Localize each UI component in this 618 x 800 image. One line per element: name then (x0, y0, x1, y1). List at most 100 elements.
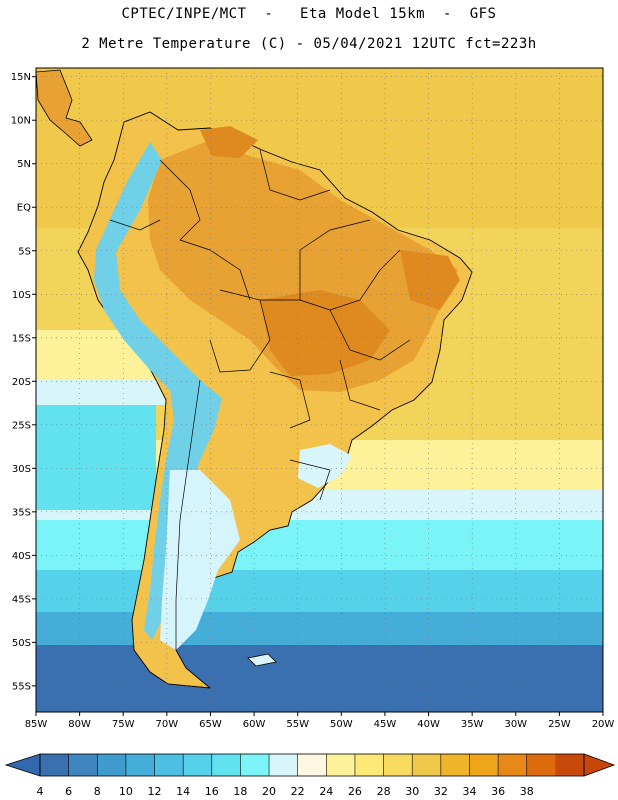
colorbar-label: 12 (148, 785, 162, 798)
lat-label: 10S (12, 290, 31, 301)
colorbar-swatch (326, 754, 356, 776)
colorbar-label: 36 (491, 785, 505, 798)
colorbar-swatch (412, 754, 442, 776)
lat-label: EQ (17, 203, 31, 214)
colorbar-swatch (297, 754, 327, 776)
colorbar-label: 10 (119, 785, 133, 798)
lat-label: 5N (17, 159, 31, 170)
map-field (36, 68, 603, 712)
colorbar-arrow-low (4, 753, 41, 777)
central-america-land (36, 69, 93, 147)
colorbar-swatch (383, 754, 413, 776)
lon-label: 20W (592, 719, 615, 730)
border-brazil-states-1 (299, 249, 401, 311)
lon-label: 40W (417, 719, 440, 730)
colorbar-swatch (68, 754, 98, 776)
border-brazil-west (260, 219, 371, 301)
colorbar-swatch (154, 754, 184, 776)
lon-label: 30W (504, 719, 527, 730)
brazil-central-hot (260, 290, 390, 376)
border-bolivia (209, 289, 271, 373)
colorbar-swatch (240, 754, 270, 776)
lon-label: 45W (374, 719, 397, 730)
colorbar-swatch (211, 754, 241, 776)
colorbar-label: 22 (291, 785, 305, 798)
lat-label: 40S (12, 551, 31, 562)
colorbar-arrow-high (583, 753, 616, 777)
lon-label: 60W (243, 719, 266, 730)
colorbar (4, 753, 616, 777)
border-guianas (259, 149, 331, 201)
ocean-cool-band (36, 570, 603, 620)
colorbar-swatch (440, 754, 470, 776)
colorbar-swatch (125, 754, 155, 776)
lon-label: 50W (330, 719, 353, 730)
border-uruguay (289, 459, 331, 501)
colorbar-label: 30 (405, 785, 419, 798)
colorbar-label: 8 (94, 785, 101, 798)
colorbar-swatch (97, 754, 127, 776)
colorbar-label: 6 (65, 785, 72, 798)
border-paraguay (269, 371, 311, 429)
colorbar-labels: 4 6 8 10 12 14 16 18 20 22 24 26 28 30 32 34 36 38 (37, 754, 534, 798)
colorbar-label: 18 (233, 785, 247, 798)
lat-label: 45S (12, 594, 31, 605)
colorbar-swatch (183, 754, 213, 776)
colorbar-label: 24 (319, 785, 333, 798)
southern-brazil-cool (298, 444, 352, 488)
country-borders (109, 149, 411, 650)
colorbar-label: 16 (205, 785, 219, 798)
latitude-labels: 15N 10N 5N EQ 5S 10S 15S 20S 25S 30S 35S 40S 45S 50S 5… (11, 72, 36, 692)
colorbar-swatch (40, 754, 69, 776)
lon-label: 55W (286, 719, 309, 730)
colorbar-label: 4 (37, 785, 44, 798)
lat-label: 15N (11, 72, 31, 83)
colorbar-label: 38 (520, 785, 534, 798)
lat-label: 30S (12, 464, 31, 475)
lon-label: 80W (68, 719, 91, 730)
lon-label: 75W (112, 719, 135, 730)
border-brazil-states-3 (339, 359, 381, 411)
lat-label: 25S (12, 420, 31, 431)
lat-label: 35S (12, 507, 31, 518)
lat-label: 50S (12, 638, 31, 649)
border-argentina-chile (175, 379, 201, 650)
lat-label: 10N (11, 116, 31, 127)
lon-label: 35W (461, 719, 484, 730)
ocean-pacific-cool (36, 390, 156, 510)
colorbar-label: 14 (176, 785, 190, 798)
falkland-islands (247, 653, 277, 667)
lon-label: 25W (548, 719, 571, 730)
colorbar-label: 28 (377, 785, 391, 798)
lon-label: 65W (199, 719, 222, 730)
border-peru-brazil (179, 239, 251, 301)
colorbar-swatch (269, 754, 298, 776)
title-model-info: CPTEC/INPE/MCT - Eta Model 15km - GFS (121, 6, 497, 22)
lat-label: 5S (18, 246, 31, 257)
colorbar-swatch (469, 754, 499, 776)
venezuela-hot (200, 126, 258, 158)
lat-label: 15S (12, 333, 31, 344)
colorbar-swatch (498, 754, 528, 776)
andes-cold (94, 142, 222, 640)
colorbar-label: 20 (262, 785, 276, 798)
colorbar-swatch (354, 754, 384, 776)
colorbar-swatch (526, 754, 556, 776)
title-variable-date: 2 Metre Temperature (C) - 05/04/2021 12U… (81, 36, 537, 52)
colorbar-label: 26 (348, 785, 362, 798)
ocean-cold-band (36, 645, 603, 712)
map-frame (35, 67, 604, 713)
colorbar-label: 32 (434, 785, 448, 798)
border-colombia-venezuela (159, 159, 201, 241)
border-brazil-states-2 (329, 309, 411, 361)
lat-label: 55S (12, 681, 31, 692)
colorbar-swatch (555, 754, 585, 776)
northeast-hot (400, 250, 460, 310)
lon-label: 70W (156, 719, 179, 730)
lat-label: 20S (12, 377, 31, 388)
patagonia-cool (160, 470, 240, 650)
border-ecuador (109, 219, 161, 231)
colorbar-label: 34 (462, 785, 476, 798)
longitude-labels: 85W 80W 75W 70W 65W 60W 55W 50W 45W 40W 35W 30W 25W 2… (25, 712, 615, 730)
